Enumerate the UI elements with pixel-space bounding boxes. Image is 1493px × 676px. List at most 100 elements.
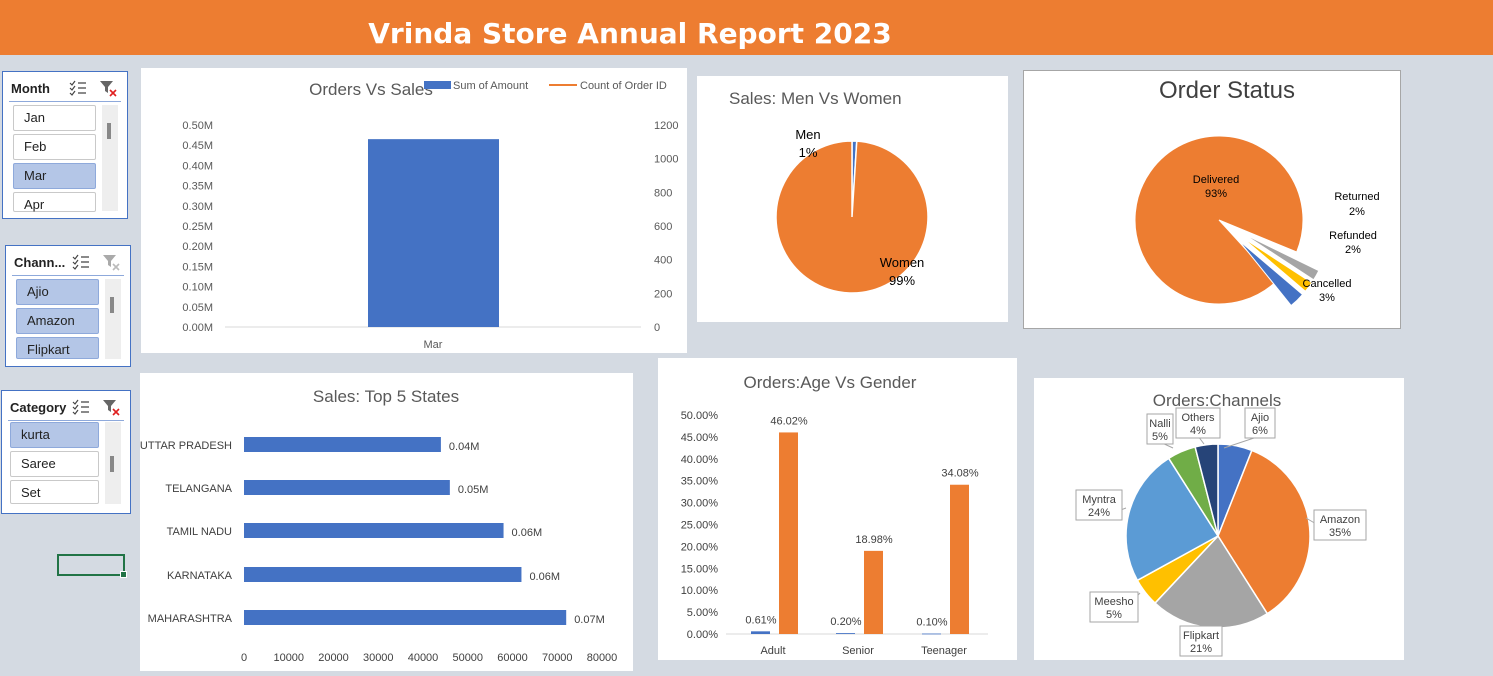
report-header: Vrinda Store Annual Report 2023 — [0, 0, 1493, 55]
y-left-tick-label: 0.00M — [182, 322, 213, 334]
slice-delivered — [1134, 135, 1304, 305]
legend-label-count: Count of Order ID — [580, 80, 667, 92]
clear-filter-icon[interactable] — [102, 253, 120, 271]
y-left-tick-label: 0.05M — [182, 302, 213, 314]
data-label: 0.05M — [458, 484, 489, 496]
category-slicer[interactable]: Category kurta Saree Set — [1, 390, 131, 514]
y-left-tick-label: 0.40M — [182, 160, 213, 172]
y-tick-label: 30.00% — [681, 498, 719, 510]
y-left-tick-label: 0.35M — [182, 181, 213, 193]
bar-adult-0 — [751, 631, 770, 634]
data-label: 34.08% — [941, 468, 979, 480]
orders-vs-sales-chart: Orders Vs Sales Sum of Amount Count of Ord… — [141, 68, 687, 353]
y-left-tick-label: 0.10M — [182, 282, 213, 294]
slicer-item-feb[interactable]: Feb — [13, 134, 96, 160]
slicer-scrollbar[interactable] — [105, 279, 121, 359]
data-label-box — [1089, 591, 1139, 623]
y-right-tick-label: 400 — [654, 255, 672, 267]
data-label-box — [1179, 625, 1223, 657]
age-vs-gender-chart: Orders:Age Vs Gender 0.00% 5.00% 10.00% 15.0… — [658, 358, 1017, 660]
slicer-item-apr[interactable]: Apr — [13, 192, 96, 212]
month-slicer[interactable]: Month Jan Feb Mar Apr — [2, 71, 128, 219]
x-tick-label: 20000 — [318, 652, 349, 664]
slicer-item-ajio[interactable]: Ajio — [16, 279, 99, 305]
data-label-cancelled-value: 3% — [1319, 292, 1335, 304]
clear-filter-icon[interactable] — [99, 79, 117, 97]
chart-title: Orders:Age Vs Gender — [744, 373, 917, 392]
multi-select-icon[interactable] — [72, 254, 90, 270]
bar-uttar-pradesh — [244, 437, 441, 452]
slicer-item-set[interactable]: Set — [10, 480, 99, 504]
data-label-box — [1146, 413, 1174, 445]
y-right-tick-label: 1000 — [654, 154, 678, 166]
bar-adult-1 — [779, 432, 798, 634]
slicer-divider — [12, 275, 124, 276]
slicer-scrollbar[interactable] — [105, 422, 121, 504]
slicer-item-flipkart[interactable]: Flipkart — [16, 337, 99, 359]
chart-title: Sales: Men Vs Women — [729, 89, 902, 108]
y-tick-label: 0.00% — [687, 629, 718, 641]
y-right-tick-label: 800 — [654, 187, 672, 199]
data-label-value: 24% — [1088, 507, 1110, 519]
x-tick-label: 0 — [241, 652, 247, 664]
multi-select-icon[interactable] — [69, 80, 87, 96]
slice-returned — [1243, 233, 1320, 281]
scrollbar-thumb[interactable] — [110, 456, 114, 472]
slicer-item-mar[interactable]: Mar — [13, 163, 96, 189]
slicer-item-kurta[interactable]: kurta — [10, 422, 99, 448]
slice-myntra — [1125, 457, 1220, 582]
chart-title: Order Status — [1159, 77, 1295, 104]
selected-cell[interactable] — [57, 554, 127, 578]
bar-teenager-0 — [922, 633, 941, 635]
data-label-name: Flipkart — [1183, 630, 1219, 642]
slicer-item-amazon[interactable]: Amazon — [16, 308, 99, 334]
y-tick-label: UTTAR PRADESH — [140, 440, 232, 452]
top5-states-chart: Sales: Top 5 States UTTAR PRADESH 0.04M TEL… — [140, 373, 633, 671]
data-label-value: 21% — [1190, 643, 1212, 655]
slice-amazon — [1217, 449, 1311, 615]
legend-swatch-amount — [424, 81, 451, 89]
data-label: 0.04M — [449, 441, 480, 453]
data-label: 0.06M — [512, 527, 543, 539]
data-label: 0.61% — [745, 614, 776, 626]
y-tick-label: 45.00% — [681, 432, 719, 444]
y-left-tick-label: 0.30M — [182, 201, 213, 213]
data-label-delivered-value: 93% — [1205, 188, 1227, 200]
scrollbar-thumb[interactable] — [110, 297, 114, 313]
channels-chart: Orders:Channels Ajio 6% Amazon 35% Flipkart 21… — [1034, 378, 1404, 660]
men-vs-women-svg: Sales: Men Vs Women Men 1% Women 99% — [729, 89, 929, 294]
slicer-item-jan[interactable]: Jan — [13, 105, 96, 131]
y-right-tick-label: 600 — [654, 221, 672, 233]
orders-vs-sales-svg: Orders Vs Sales Sum of Amount Count of Ord… — [182, 80, 678, 351]
slicer-scrollbar[interactable] — [102, 105, 118, 211]
data-label: 0.10% — [916, 617, 947, 629]
channel-slicer[interactable]: Chann... Ajio Amazon Flipkart — [5, 245, 131, 367]
fill-handle[interactable] — [120, 571, 127, 578]
y-tick-label: 50.00% — [681, 410, 719, 422]
data-label-name: Meesho — [1094, 596, 1133, 608]
data-label-value: 6% — [1252, 425, 1268, 437]
data-label-box — [1244, 407, 1276, 439]
y-tick-label: 15.00% — [681, 563, 719, 575]
slicer-title: Chann... — [14, 255, 66, 270]
age-vs-gender-svg: Orders:Age Vs Gender 0.00% 5.00% 10.00% 15.0… — [681, 373, 988, 657]
bar-senior-0 — [836, 633, 855, 634]
data-label-value: 5% — [1106, 609, 1122, 621]
slicer-item-saree[interactable]: Saree — [10, 451, 99, 477]
data-label-name: Amazon — [1320, 514, 1360, 526]
y-left-tick-label: 0.25M — [182, 221, 213, 233]
data-label-refunded-value: 2% — [1345, 244, 1361, 256]
multi-select-icon[interactable] — [72, 399, 90, 415]
x-tick-label: 60000 — [497, 652, 528, 664]
x-tick-label: Adult — [760, 645, 785, 657]
y-tick-label: 20.00% — [681, 541, 719, 553]
scrollbar-thumb[interactable] — [107, 123, 111, 139]
bar-senior-1 — [864, 550, 883, 634]
data-label-name: Ajio — [1251, 412, 1269, 424]
men-vs-women-chart: Sales: Men Vs Women Men 1% Women 99% — [697, 76, 1008, 322]
y-tick-label: 35.00% — [681, 476, 719, 488]
data-label-box — [1175, 407, 1221, 439]
order-status-chart: Order Status Delivered 93% Returned 2% Refund… — [1023, 70, 1401, 329]
clear-filter-icon[interactable] — [102, 398, 120, 416]
chart-title: Orders:Channels — [1153, 391, 1282, 410]
